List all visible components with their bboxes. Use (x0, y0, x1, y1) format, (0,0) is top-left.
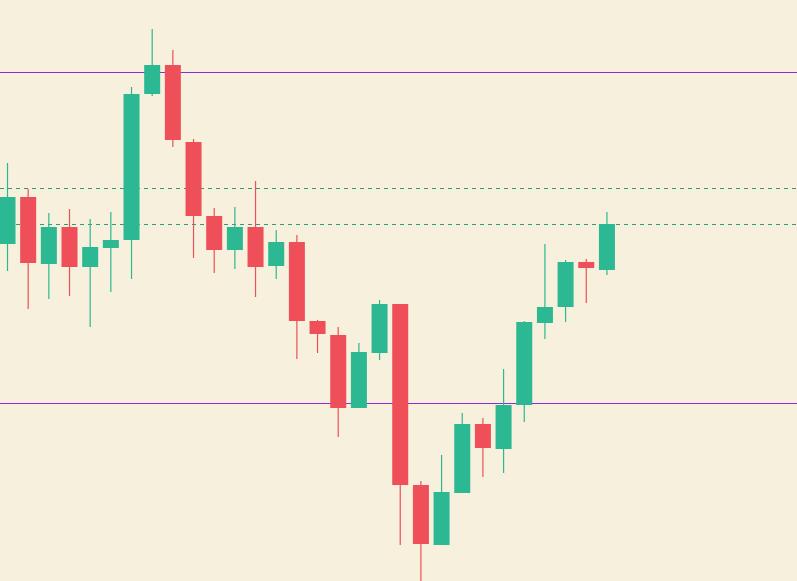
candle-bearish (474, 418, 491, 477)
candle-bullish (557, 260, 574, 322)
candle-bullish (350, 343, 367, 408)
candle-body (247, 227, 264, 267)
candle-bearish (412, 481, 429, 581)
candle-body (82, 247, 99, 267)
candle-bearish (164, 50, 181, 147)
candle-bullish (268, 230, 285, 279)
candle-body (185, 142, 202, 216)
candle-body (102, 240, 119, 248)
candle-bullish (0, 163, 16, 271)
candle-body (536, 307, 553, 323)
candle-bearish (330, 327, 347, 437)
candle-body (392, 304, 409, 485)
candle-bullish (454, 413, 471, 493)
candle-body (206, 216, 223, 250)
candle-body (288, 242, 305, 321)
candle-bullish (226, 207, 243, 269)
candle-bullish (536, 244, 553, 339)
candle-bullish (516, 321, 533, 422)
candle-body (412, 485, 429, 544)
candle-bearish (20, 189, 37, 309)
candle-body (330, 335, 347, 408)
candle-bullish (433, 455, 450, 545)
candle-bullish (123, 87, 140, 279)
candle-body (350, 352, 367, 408)
candle-body (557, 262, 574, 307)
candle-body (0, 197, 16, 244)
candle-body (164, 65, 181, 140)
candle-body (268, 242, 285, 266)
candle-body (309, 321, 326, 334)
candle-body (40, 227, 57, 264)
candle-bullish (495, 369, 512, 473)
candle-bullish (371, 300, 388, 360)
candle-body (598, 224, 615, 270)
candle-bullish (144, 29, 161, 96)
candle-body (474, 424, 491, 448)
candles (0, 29, 615, 581)
candle-bullish (102, 212, 119, 292)
candle-bearish (206, 208, 223, 273)
candle-body (123, 94, 140, 240)
candle-body (495, 405, 512, 449)
candle-body (578, 262, 595, 268)
candle-bullish (598, 212, 615, 275)
candle-body (61, 227, 78, 267)
candle-bearish (185, 139, 202, 258)
candle-bullish (40, 213, 57, 299)
candle-bearish (61, 209, 78, 296)
candle-body (226, 227, 243, 250)
candle-body (433, 492, 450, 545)
candle-body (144, 65, 161, 94)
candle-bearish (309, 320, 326, 353)
candle-bearish (392, 304, 409, 545)
candle-bearish (247, 181, 264, 297)
candle-body (20, 197, 37, 263)
candle-body (371, 304, 388, 353)
candle-body (454, 424, 471, 493)
candle-bullish (82, 219, 99, 327)
candle-bearish (578, 259, 595, 303)
candle-bearish (288, 235, 305, 359)
candle-body (516, 322, 533, 405)
